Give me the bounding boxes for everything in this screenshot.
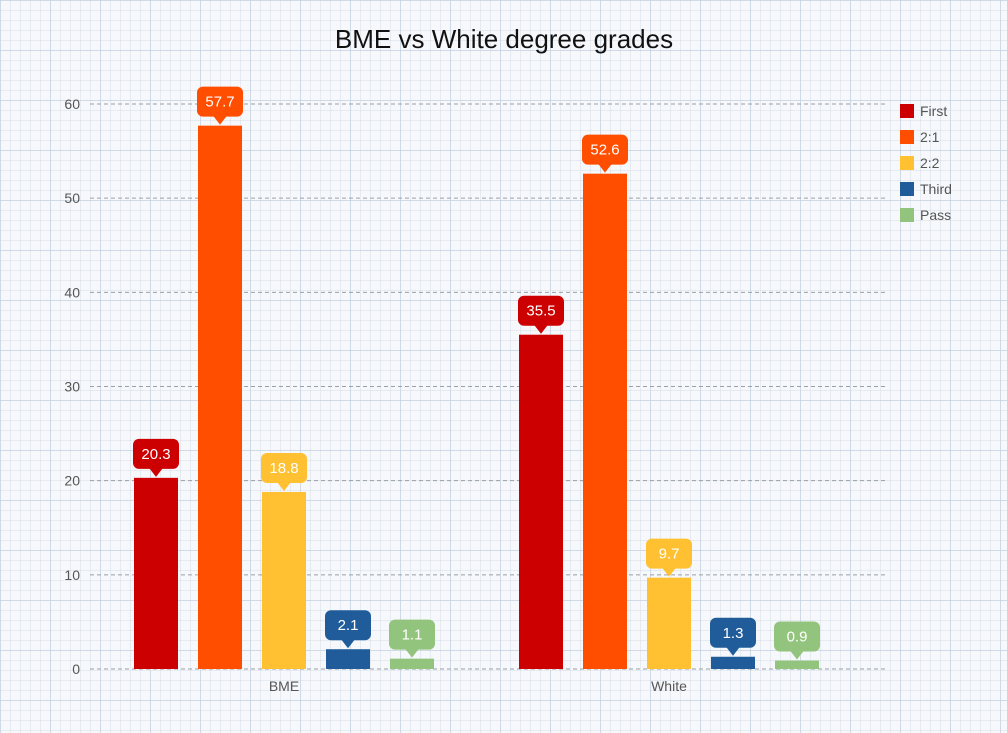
legend-swatch <box>900 156 914 170</box>
legend-label: 2:1 <box>920 129 940 145</box>
legend-item: Pass <box>900 207 951 223</box>
data-label-text: 1.3 <box>723 625 744 642</box>
data-label: 9.7 <box>646 538 692 577</box>
legend-label: Third <box>920 181 952 197</box>
data-label: 1.1 <box>389 619 435 658</box>
x-tick-label: White <box>651 678 687 694</box>
y-tick-label: 30 <box>64 379 80 395</box>
data-label: 20.3 <box>133 438 179 477</box>
data-label-pointer <box>534 324 548 334</box>
y-tick-label: 60 <box>64 96 80 112</box>
legend-label: First <box>920 103 947 119</box>
y-tick-label: 40 <box>64 284 80 300</box>
legend-swatch <box>900 182 914 196</box>
data-labels: 20.3 57.7 18.8 2.1 1.1 35.5 52.6 9.7 1.3 0.9 <box>133 86 820 660</box>
data-label-pointer <box>598 163 612 173</box>
legend-item: Third <box>900 181 952 197</box>
bar-bme-21 <box>198 125 242 670</box>
data-label-bubble <box>646 538 692 569</box>
bar-bme-third <box>326 649 370 669</box>
legend-label: Pass <box>920 207 951 223</box>
data-label-bubble <box>582 134 628 165</box>
legend-item: 2:1 <box>900 129 940 145</box>
bar-white-pass <box>775 660 819 669</box>
y-tick-label: 10 <box>64 567 80 583</box>
data-label: 57.7 <box>197 86 243 125</box>
data-label-bubble <box>261 452 307 483</box>
data-label-text: 35.5 <box>526 303 555 320</box>
y-tick-label: 50 <box>64 190 80 206</box>
data-label: 18.8 <box>261 452 307 491</box>
chart-title: BME vs White degree grades <box>335 24 673 54</box>
data-label-text: 57.7 <box>205 94 234 111</box>
legend-swatch <box>900 208 914 222</box>
data-label: 0.9 <box>774 621 820 660</box>
data-label-pointer <box>213 115 227 125</box>
data-label-pointer <box>726 646 740 656</box>
data-label-pointer <box>790 650 804 660</box>
x-tick-label: BME <box>269 678 299 694</box>
x-axis-ticks: BME White <box>269 678 687 694</box>
data-label: 1.3 <box>710 617 756 656</box>
data-label-text: 0.9 <box>787 629 808 646</box>
data-label-bubble <box>133 438 179 469</box>
data-label-pointer <box>149 467 163 477</box>
bar-bme-pass <box>390 658 434 669</box>
bar-white-22 <box>647 577 691 669</box>
legend-item: First <box>900 103 947 119</box>
bar-white-first <box>519 334 563 669</box>
data-label-text: 18.8 <box>269 460 298 477</box>
bar-white-third <box>711 656 755 669</box>
legend-label: 2:2 <box>920 155 940 171</box>
data-label-pointer <box>662 567 676 577</box>
bar-bme-first <box>134 477 178 669</box>
data-label-pointer <box>277 481 291 491</box>
data-label-text: 20.3 <box>141 446 170 463</box>
legend: First 2:1 2:2 Third Pass <box>900 103 952 223</box>
legend-item: 2:2 <box>900 155 940 171</box>
legend-swatch <box>900 130 914 144</box>
data-label-bubble <box>325 610 371 641</box>
data-label-bubble <box>518 295 564 326</box>
data-label-bubble <box>774 621 820 652</box>
y-tick-label: 0 <box>72 661 80 677</box>
data-label: 35.5 <box>518 295 564 334</box>
data-label-text: 52.6 <box>590 142 619 159</box>
data-label-text: 9.7 <box>659 546 680 563</box>
bar-bme-22 <box>262 491 306 669</box>
y-axis-ticks: 0 10 20 30 40 50 60 <box>64 96 80 677</box>
data-label-pointer <box>405 648 419 658</box>
legend-swatch <box>900 104 914 118</box>
data-label-bubble <box>389 619 435 650</box>
y-tick-label: 20 <box>64 473 80 489</box>
bar-white-21 <box>583 173 627 669</box>
data-label-pointer <box>341 639 355 649</box>
data-label-bubble <box>197 86 243 117</box>
data-label-text: 1.1 <box>402 627 423 644</box>
data-label-bubble <box>710 617 756 648</box>
bars <box>134 125 819 670</box>
data-label: 52.6 <box>582 134 628 173</box>
data-label-text: 2.1 <box>338 617 359 634</box>
data-label: 2.1 <box>325 610 371 649</box>
